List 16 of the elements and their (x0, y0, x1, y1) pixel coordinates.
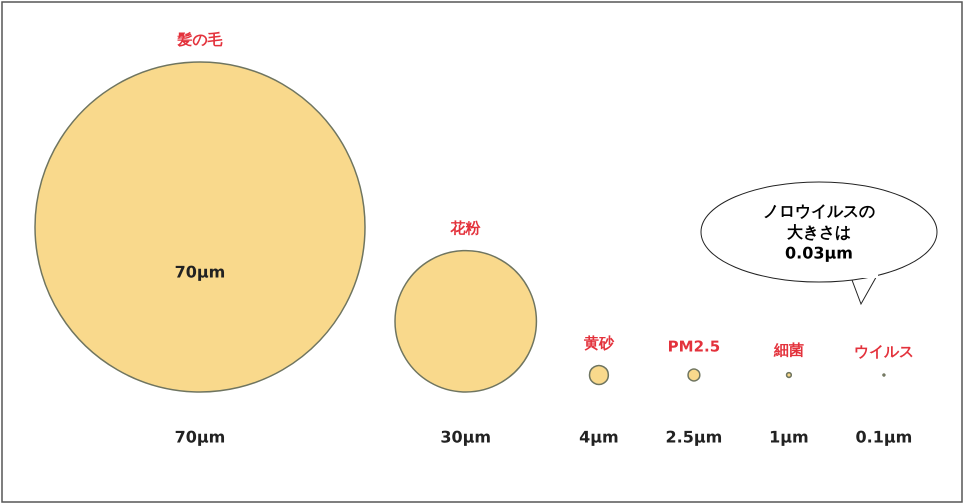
text: 大きさは (787, 222, 851, 242)
category-label: 細菌 (772, 341, 804, 360)
data-label: 2.5μm (666, 428, 722, 446)
data-label: 4μm (579, 428, 619, 446)
data-label: 70μm (174, 428, 226, 446)
category-label: 黄砂 (582, 334, 615, 352)
text: 70μm (174, 262, 226, 282)
data-label: 1μm (769, 428, 809, 446)
data-label: 0.1μm (856, 428, 912, 446)
category-label: ウイルス (854, 342, 914, 360)
category-label: 髪の毛 (176, 30, 224, 48)
text: 0.03μm (785, 244, 853, 262)
data-label: 30μm (440, 428, 492, 446)
category-label: 花粉 (450, 219, 482, 238)
category-label: PM2.5 (668, 338, 720, 356)
text: ノロウイルスの (763, 202, 875, 220)
